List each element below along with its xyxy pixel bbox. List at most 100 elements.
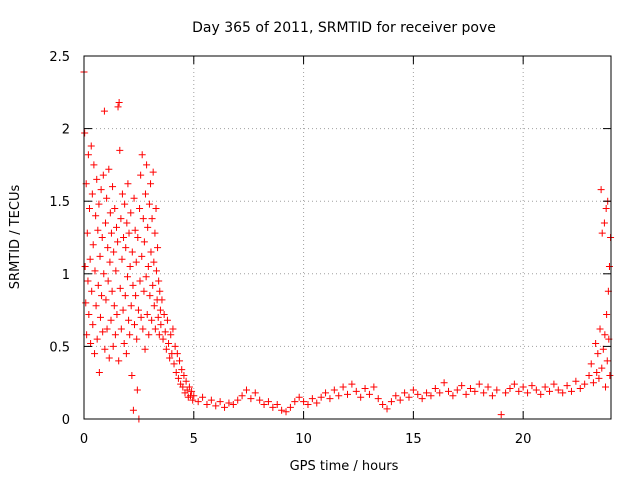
data-point [134,306,142,314]
data-point [524,389,532,397]
data-point [136,277,144,285]
y-axis-ticks: 0 0.5 1 1.5 2 2.5 [49,50,611,428]
data-point [160,310,168,318]
data-point [131,321,139,329]
data-point [589,379,597,387]
data-point [129,406,137,414]
data-point [92,212,100,220]
data-point [167,331,175,339]
data-point [497,411,505,419]
data-point [139,215,147,223]
data-point [510,380,518,388]
data-point [103,194,111,202]
data-point [313,399,321,407]
data-point [108,287,116,295]
data-point [603,310,611,318]
data-point [431,385,439,393]
data-point [119,306,127,314]
data-point [148,316,156,324]
data-point [149,281,157,289]
data-point [165,339,173,347]
data-point [88,190,96,198]
data-point [601,331,609,339]
data-point [440,379,448,387]
data-point [567,387,575,395]
data-point [238,392,246,400]
data-point [212,402,220,410]
data-point [125,316,133,324]
data-point [91,267,99,275]
y-tick-label: 0 [62,413,70,428]
x-tick-label: 5 [190,432,198,447]
data-point [131,226,139,234]
data-point [117,325,125,333]
data-point [115,357,123,365]
data-point [387,398,395,406]
data-point [229,400,237,408]
data-point [502,389,510,397]
data-point [295,393,303,401]
plot-frame [83,55,612,420]
data-point [414,390,422,398]
data-point [409,386,417,394]
data-point [113,310,121,318]
data-point [174,374,182,382]
data-point [89,321,97,329]
data-point [114,103,122,111]
data-point [291,398,299,406]
data-point [304,400,312,408]
data-point [599,345,607,353]
data-point [109,342,117,350]
data-point [86,255,94,263]
data-point [120,339,128,347]
data-point [179,383,187,391]
data-point [488,392,496,400]
data-point [537,390,545,398]
data-point [138,252,146,260]
data-point [247,395,255,403]
data-point [592,339,600,347]
data-point [155,331,163,339]
data-point [593,369,601,377]
data-point [122,350,130,358]
data-point [81,129,89,137]
data-point [392,392,400,400]
data-point [335,392,343,400]
data-point [137,313,145,321]
data-point [587,360,595,368]
data-point [264,398,272,406]
data-point [150,258,158,266]
data-point [176,357,184,365]
data-point [123,219,131,227]
data-point [585,371,593,379]
data-point [286,403,294,411]
data-point [142,273,150,281]
data-point [484,383,492,391]
data-point [140,287,148,295]
data-point [278,406,286,414]
data-point [471,387,479,395]
data-point [95,200,103,208]
x-tick-label: 20 [515,432,532,447]
data-point [122,244,130,252]
data-point [128,371,136,379]
data-point [596,325,604,333]
data-point [94,226,102,234]
data-point [598,364,606,372]
data-point [134,234,142,241]
data-point [162,345,170,353]
data-point [173,350,181,358]
data-point [110,302,118,310]
data-point [436,389,444,397]
data-point [576,385,584,393]
data-point [126,331,134,339]
data-point [598,229,606,237]
data-point [124,180,132,188]
data-point [107,316,115,324]
data-point [140,238,148,246]
data-point [137,171,145,179]
data-point [154,244,162,252]
data-point [418,395,426,403]
data-point [207,396,215,404]
data-point [148,215,156,223]
